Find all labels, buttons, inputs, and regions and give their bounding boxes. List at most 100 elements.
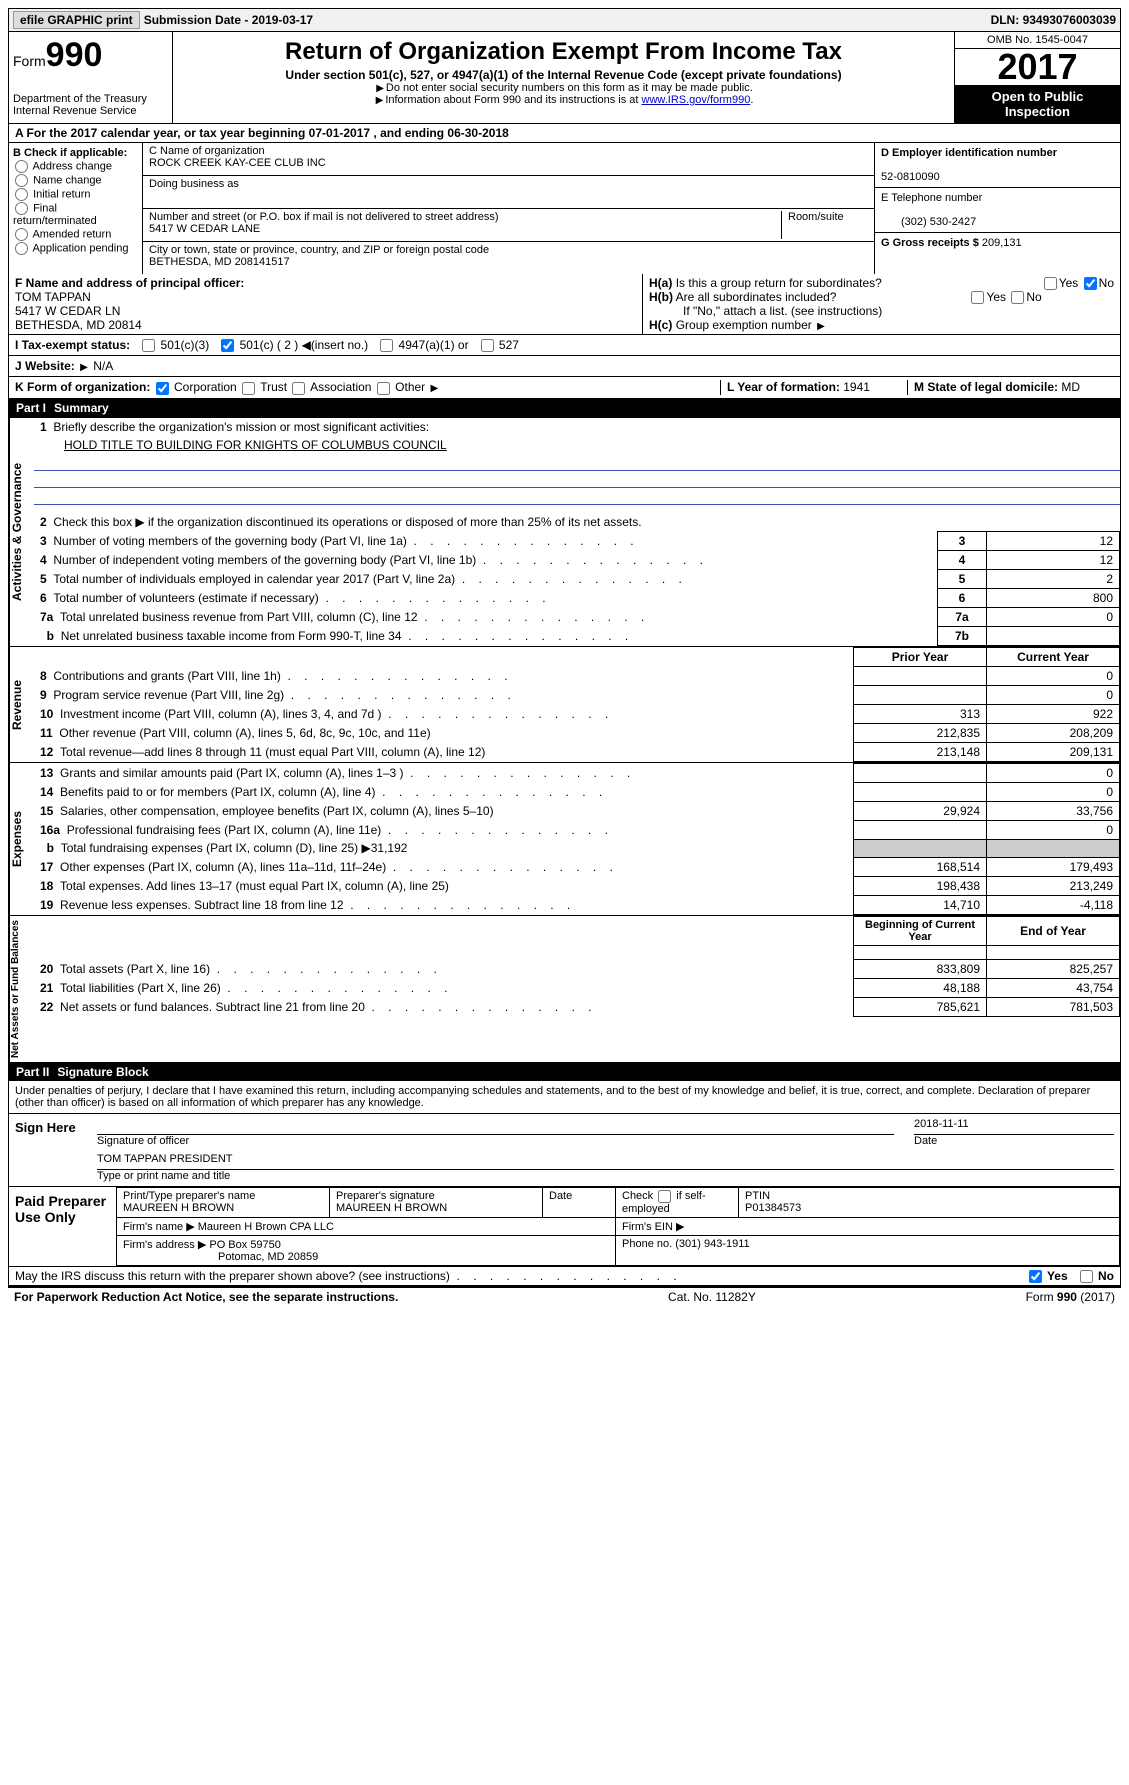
ptin: P01384573: [745, 1202, 801, 1214]
discuss-yes-cb[interactable]: [1029, 1270, 1042, 1283]
form-id-col: Form990 Department of the Treasury Inter…: [9, 32, 173, 123]
form-title: Return of Organization Exempt From Incom…: [181, 38, 946, 66]
table-row: 3 Number of voting members of the govern…: [34, 531, 1120, 550]
footer-mid: Cat. No. 11282Y: [668, 1290, 756, 1304]
part1-num: Part I: [16, 401, 54, 415]
efile-btn[interactable]: efile GRAPHIC print: [13, 11, 140, 29]
cb-4947[interactable]: [380, 339, 393, 352]
table-row: 7a Total unrelated business revenue from…: [34, 607, 1120, 626]
prep-sig: MAUREEN H BROWN: [336, 1202, 447, 1214]
part2-num: Part II: [16, 1065, 57, 1079]
table-row: 6 Total number of volunteers (estimate i…: [34, 588, 1120, 607]
firm-addr1: PO Box 59750: [209, 1239, 281, 1251]
table-row: 17 Other expenses (Part IX, column (A), …: [34, 857, 1120, 876]
info-note: Information about Form 990 and its instr…: [385, 94, 641, 106]
self-emp: Check if self-employed: [622, 1190, 706, 1215]
city-label: City or town, state or province, country…: [149, 244, 489, 256]
room-label: Room/suite: [782, 211, 868, 239]
vlabel-net: Net Assets or Fund Balances: [9, 916, 34, 1062]
table-row: 14 Benefits paid to or for members (Part…: [34, 782, 1120, 801]
table-row: 10 Investment income (Part VIII, column …: [34, 704, 1120, 723]
form-subtitle: Under section 501(c), 527, or 4947(a)(1)…: [181, 68, 946, 82]
cb-name[interactable]: Name change: [13, 174, 138, 187]
vlabel-rev: Revenue: [9, 647, 34, 762]
rev-section: Revenue Prior YearCurrent Year 8 Contrib…: [8, 647, 1121, 763]
hb-no-cb[interactable]: [1011, 291, 1024, 304]
exp-section: Expenses 13 Grants and similar amounts p…: [8, 763, 1121, 916]
col-b: B Check if applicable: Address change Na…: [9, 143, 143, 274]
row-a: A For the 2017 calendar year, or tax yea…: [8, 124, 1121, 143]
org-name: ROCK CREEK KAY-CEE CLUB INC: [149, 157, 326, 169]
ein-cell: D Employer identification number 52-0810…: [875, 143, 1120, 188]
sig-officer-label: Signature of officer: [97, 1135, 894, 1147]
cb-amended[interactable]: Amended return: [13, 228, 138, 241]
irs-link[interactable]: www.IRS.gov/form990: [642, 94, 751, 106]
officer-label: F Name and address of principal officer:: [15, 276, 244, 290]
q2: Check this box ▶ if the organization dis…: [53, 515, 641, 529]
hdr-prior: Prior Year: [854, 647, 987, 666]
part1-title: Summary: [54, 401, 109, 415]
table-row: 18 Total expenses. Add lines 13–17 (must…: [34, 876, 1120, 895]
vlabel-exp: Expenses: [9, 763, 34, 915]
ha-yes-cb[interactable]: [1044, 277, 1057, 290]
cb-527[interactable]: [481, 339, 494, 352]
cb-trust[interactable]: [242, 382, 255, 395]
table-row: 13 Grants and similar amounts paid (Part…: [34, 763, 1120, 782]
irs: Internal Revenue Service: [13, 105, 168, 117]
table-row: 11 Other revenue (Part VIII, column (A),…: [34, 723, 1120, 742]
cb-self-emp[interactable]: [658, 1190, 671, 1203]
prep-name: MAUREEN H BROWN: [123, 1202, 234, 1214]
col-d: D Employer identification number 52-0810…: [874, 143, 1120, 274]
korg-label: K Form of organization:: [15, 380, 150, 394]
hb-yes-cb[interactable]: [971, 291, 984, 304]
hb-text: Are all subordinates included?: [676, 290, 837, 304]
ein-label: D Employer identification number: [881, 147, 1057, 159]
discuss-row: May the IRS discuss this return with the…: [9, 1266, 1120, 1285]
exp-table: 13 Grants and similar amounts paid (Part…: [34, 763, 1120, 915]
gross: 209,131: [982, 237, 1022, 249]
table-row: 19 Revenue less expenses. Subtract line …: [34, 895, 1120, 914]
firm-name-label: Firm's name ▶: [123, 1221, 195, 1233]
ssn-note: Do not enter social security numbers on …: [386, 82, 753, 94]
cb-initial[interactable]: Initial return: [13, 188, 138, 201]
cb-501c[interactable]: [221, 339, 234, 352]
table-row: 20 Total assets (Part X, line 16)833,809…: [34, 959, 1120, 978]
street-label: Number and street (or P.O. box if mail i…: [149, 211, 499, 223]
cb-final[interactable]: Final return/terminated: [13, 202, 138, 227]
website-row: J Website: N/A: [8, 356, 1121, 377]
cb-assoc[interactable]: [292, 382, 305, 395]
dln: DLN: 93493076003039: [991, 13, 1116, 27]
title-col: Return of Organization Exempt From Incom…: [173, 32, 954, 123]
phone-cell: E Telephone number (302) 530-2427: [875, 188, 1120, 233]
org-name-cell: C Name of organization ROCK CREEK KAY-CE…: [143, 143, 874, 176]
cb-address[interactable]: Address change: [13, 160, 138, 173]
cb-other[interactable]: [377, 382, 390, 395]
part2-title: Signature Block: [57, 1065, 148, 1079]
officer-addr1: 5417 W CEDAR LN: [15, 304, 120, 318]
part1-header: Part I Summary: [8, 399, 1121, 417]
table-row: 4 Number of independent voting members o…: [34, 550, 1120, 569]
gov-section: Activities & Governance 1 Briefly descri…: [8, 417, 1121, 647]
discuss-no-cb[interactable]: [1080, 1270, 1093, 1283]
officer-name: TOM TAPPAN: [15, 290, 91, 304]
form-header: Form990 Department of the Treasury Inter…: [8, 32, 1121, 124]
prep-sig-label: Preparer's signature: [336, 1190, 435, 1202]
sign-here: Sign Here: [9, 1114, 91, 1186]
discuss-text: May the IRS discuss this return with the…: [15, 1269, 687, 1283]
website-val: N/A: [93, 359, 113, 373]
street: 5417 W CEDAR LANE: [149, 223, 260, 235]
cb-corp[interactable]: [156, 382, 169, 395]
col-c: C Name of organization ROCK CREEK KAY-CE…: [143, 143, 874, 274]
sig-decl: Under penalties of perjury, I declare th…: [9, 1081, 1120, 1113]
gov-table: 3 Number of voting members of the govern…: [34, 531, 1120, 646]
ha-no-cb[interactable]: [1084, 277, 1097, 290]
cb-501c3[interactable]: [142, 339, 155, 352]
sig-name-title: TOM TAPPAN PRESIDENT: [97, 1153, 1114, 1170]
year-form: 1941: [843, 380, 870, 394]
hdr-beg: Beginning of Current Year: [854, 916, 987, 945]
sig-date-label: Date: [914, 1135, 1114, 1147]
gross-cell: G Gross receipts $ 209,131: [875, 233, 1120, 253]
cb-pending[interactable]: Application pending: [13, 242, 138, 255]
dept-treasury: Department of the Treasury: [13, 93, 168, 105]
rev-table: Prior YearCurrent Year 8 Contributions a…: [34, 647, 1120, 762]
